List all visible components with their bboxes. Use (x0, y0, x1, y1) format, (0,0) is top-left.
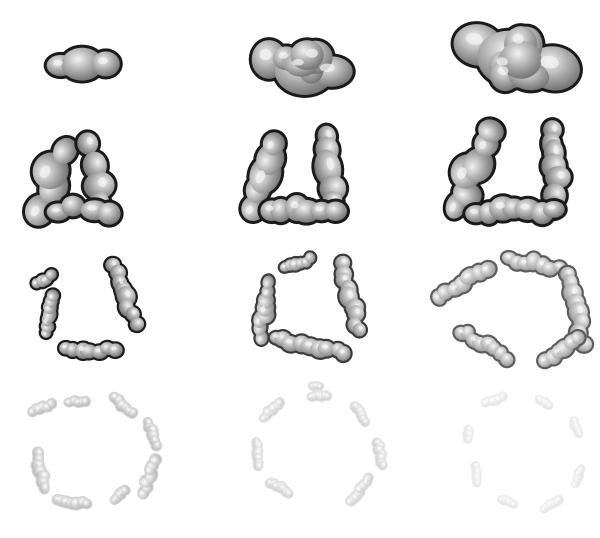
smoke-clump (27, 397, 58, 418)
smoke-clump (56, 339, 125, 362)
smoke-frame-1 (43, 44, 123, 84)
smoke-frame-12 (462, 391, 586, 514)
smoke-clump (137, 453, 163, 500)
frame-1 (6, 4, 166, 138)
smoke-clump (536, 328, 587, 370)
smoke-frame-6 (442, 116, 574, 228)
smoke-clump (442, 116, 507, 222)
smoke-clump (251, 273, 277, 348)
smoke-clump (248, 37, 356, 98)
smoke-clump (108, 391, 139, 419)
smoke-clump (344, 472, 374, 507)
smoke-frame-3 (450, 21, 583, 95)
frame-7 (6, 254, 166, 388)
smoke-frame-7 (29, 255, 147, 362)
smoke-clump (142, 416, 163, 452)
smoke-clump (430, 259, 498, 307)
smoke-clump (462, 193, 568, 228)
smoke-clump (43, 192, 124, 228)
smoke-clump (277, 250, 318, 274)
smoke-clump (333, 253, 369, 339)
smoke-clump (238, 129, 288, 224)
smoke-clump (103, 255, 147, 334)
smoke-clump (450, 21, 583, 95)
smoke-clump (258, 397, 286, 423)
smoke-clump (30, 446, 51, 495)
smoke-clump (29, 267, 60, 291)
smoke-clump (251, 436, 264, 472)
frame-4 (6, 128, 166, 262)
frame-8 (220, 250, 380, 388)
smoke-frame-9 (430, 249, 595, 370)
smoke-frame-2 (248, 37, 356, 98)
smoke-clump (63, 395, 91, 409)
frame-5 (220, 122, 380, 262)
smoke-clump (257, 191, 350, 226)
smoke-clump (462, 424, 474, 445)
smoke-clump (496, 494, 518, 509)
smoke-clump (51, 494, 93, 511)
smoke-clump (499, 249, 569, 278)
smoke-clump (480, 391, 508, 408)
smoke-clump (534, 394, 554, 411)
smoke-clump (371, 437, 388, 471)
smoke-clump (539, 494, 565, 514)
frame-12 (432, 384, 592, 518)
smoke-frame-4 (21, 129, 124, 229)
smoke-frame-10 (27, 391, 163, 511)
smoke-frame-8 (251, 250, 369, 364)
frame-9 (430, 249, 595, 388)
smoke-frame-5 (238, 122, 350, 226)
smoke-clump (38, 287, 62, 341)
frame-6 (432, 116, 592, 262)
smoke-clump (109, 484, 131, 505)
smoke-clump (452, 323, 516, 369)
smoke-clump (306, 389, 333, 403)
smoke-clump (470, 460, 482, 488)
smoke-clump (264, 477, 294, 499)
smoke-clump (349, 401, 371, 427)
smoke-clump (568, 416, 584, 439)
frame-3 (432, 4, 592, 138)
smoke-clump (307, 381, 325, 392)
smoke-clump (570, 464, 586, 489)
smoke-clump (43, 44, 123, 84)
frame-2 (220, 4, 380, 138)
frame-10 (6, 384, 166, 518)
smoke-frame-11 (251, 381, 388, 507)
smoke-clump (21, 134, 80, 229)
smoke-clump (267, 328, 353, 364)
frame-11 (220, 381, 388, 518)
